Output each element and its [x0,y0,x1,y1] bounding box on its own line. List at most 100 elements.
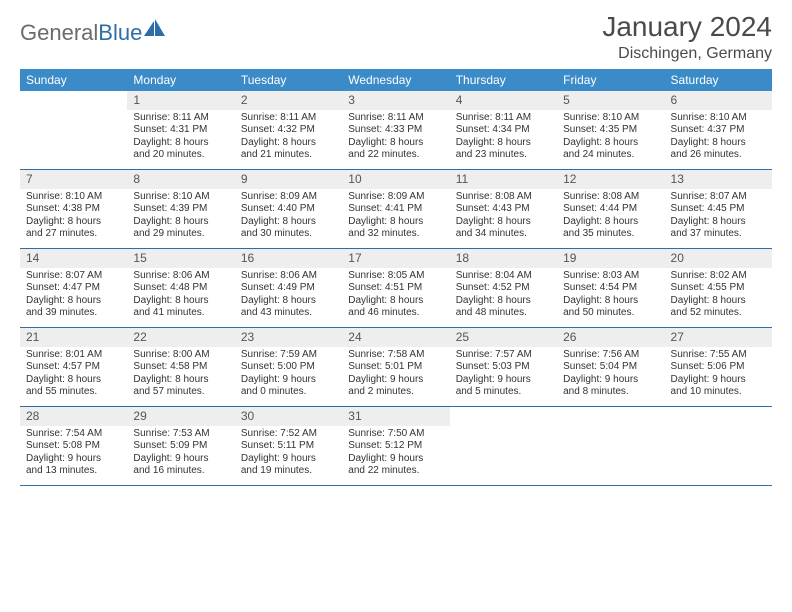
day-details: Sunrise: 8:11 AMSunset: 4:34 PMDaylight:… [450,110,557,166]
daylight-text: Daylight: 8 hours [26,374,121,387]
daylight-text: and 35 minutes. [563,228,658,241]
sunset-text: Sunset: 4:41 PM [348,203,443,216]
day-number: 23 [235,328,342,347]
daylight-text: Daylight: 8 hours [671,216,766,229]
day-details: Sunrise: 8:04 AMSunset: 4:52 PMDaylight:… [450,268,557,324]
calendar-day-cell: 7Sunrise: 8:10 AMSunset: 4:38 PMDaylight… [20,170,127,248]
daylight-text: and 24 minutes. [563,149,658,162]
sunset-text: Sunset: 5:09 PM [133,440,228,453]
sunrise-text: Sunrise: 8:04 AM [456,270,551,283]
sunrise-text: Sunrise: 8:10 AM [133,191,228,204]
sunset-text: Sunset: 4:52 PM [456,282,551,295]
daylight-text: and 41 minutes. [133,307,228,320]
calendar-day-cell: 5Sunrise: 8:10 AMSunset: 4:35 PMDaylight… [557,91,664,169]
day-number: 28 [20,407,127,426]
day-details: Sunrise: 8:09 AMSunset: 4:41 PMDaylight:… [342,189,449,245]
day-details: Sunrise: 8:06 AMSunset: 4:48 PMDaylight:… [127,268,234,324]
sunset-text: Sunset: 4:47 PM [26,282,121,295]
calendar-day-cell: 16Sunrise: 8:06 AMSunset: 4:49 PMDayligh… [235,249,342,327]
sunset-text: Sunset: 4:51 PM [348,282,443,295]
sunrise-text: Sunrise: 8:11 AM [241,112,336,125]
daylight-text: Daylight: 8 hours [348,137,443,150]
day-details: Sunrise: 7:57 AMSunset: 5:03 PMDaylight:… [450,347,557,403]
sunset-text: Sunset: 4:38 PM [26,203,121,216]
day-number: 20 [665,249,772,268]
title-block: January 2024 Dischingen, Germany [602,12,772,63]
day-number: 22 [127,328,234,347]
sunrise-text: Sunrise: 7:56 AM [563,349,658,362]
sunrise-text: Sunrise: 8:06 AM [133,270,228,283]
month-title: January 2024 [602,12,772,43]
sunset-text: Sunset: 5:11 PM [241,440,336,453]
daylight-text: and 0 minutes. [241,386,336,399]
sunrise-text: Sunrise: 8:08 AM [456,191,551,204]
sunset-text: Sunset: 4:44 PM [563,203,658,216]
day-number: 31 [342,407,449,426]
day-number: 26 [557,328,664,347]
calendar-day-cell: 29Sunrise: 7:53 AMSunset: 5:09 PMDayligh… [127,407,234,485]
day-details: Sunrise: 7:59 AMSunset: 5:00 PMDaylight:… [235,347,342,403]
calendar-day-cell [557,407,664,485]
daylight-text: and 50 minutes. [563,307,658,320]
daylight-text: and 22 minutes. [348,465,443,478]
day-details: Sunrise: 8:02 AMSunset: 4:55 PMDaylight:… [665,268,772,324]
calendar-day-cell: 31Sunrise: 7:50 AMSunset: 5:12 PMDayligh… [342,407,449,485]
day-number: 9 [235,170,342,189]
day-details: Sunrise: 7:53 AMSunset: 5:09 PMDaylight:… [127,426,234,482]
daylight-text: and 39 minutes. [26,307,121,320]
daylight-text: Daylight: 8 hours [563,295,658,308]
day-number: 19 [557,249,664,268]
brand-part2: Blue [98,20,142,46]
daylight-text: and 52 minutes. [671,307,766,320]
daylight-text: Daylight: 9 hours [241,374,336,387]
sunset-text: Sunset: 4:48 PM [133,282,228,295]
calendar-day-cell [450,407,557,485]
calendar-day-cell: 25Sunrise: 7:57 AMSunset: 5:03 PMDayligh… [450,328,557,406]
sunrise-text: Sunrise: 8:11 AM [348,112,443,125]
day-number: 8 [127,170,234,189]
calendar-day-cell: 20Sunrise: 8:02 AMSunset: 4:55 PMDayligh… [665,249,772,327]
calendar-day-cell: 10Sunrise: 8:09 AMSunset: 4:41 PMDayligh… [342,170,449,248]
daylight-text: and 43 minutes. [241,307,336,320]
day-details: Sunrise: 8:03 AMSunset: 4:54 PMDaylight:… [557,268,664,324]
daylight-text: and 57 minutes. [133,386,228,399]
daylight-text: and 8 minutes. [563,386,658,399]
daylight-text: Daylight: 9 hours [348,453,443,466]
sunrise-text: Sunrise: 7:59 AM [241,349,336,362]
weekday-header: Tuesday [235,69,342,91]
day-number: 12 [557,170,664,189]
day-number: 2 [235,91,342,110]
daylight-text: Daylight: 8 hours [26,295,121,308]
day-details: Sunrise: 8:05 AMSunset: 4:51 PMDaylight:… [342,268,449,324]
daylight-text: and 30 minutes. [241,228,336,241]
calendar-day-cell: 27Sunrise: 7:55 AMSunset: 5:06 PMDayligh… [665,328,772,406]
sunset-text: Sunset: 4:43 PM [456,203,551,216]
day-details: Sunrise: 8:11 AMSunset: 4:32 PMDaylight:… [235,110,342,166]
sunrise-text: Sunrise: 8:10 AM [671,112,766,125]
daylight-text: and 48 minutes. [456,307,551,320]
sunset-text: Sunset: 5:03 PM [456,361,551,374]
day-number: 15 [127,249,234,268]
daylight-text: Daylight: 9 hours [456,374,551,387]
day-details: Sunrise: 8:11 AMSunset: 4:31 PMDaylight:… [127,110,234,166]
day-details: Sunrise: 7:58 AMSunset: 5:01 PMDaylight:… [342,347,449,403]
sunrise-text: Sunrise: 7:52 AM [241,428,336,441]
weekday-header-row: Sunday Monday Tuesday Wednesday Thursday… [20,69,772,91]
day-details: Sunrise: 8:07 AMSunset: 4:45 PMDaylight:… [665,189,772,245]
day-number: 10 [342,170,449,189]
location-text: Dischingen, Germany [602,45,772,63]
weekday-header: Sunday [20,69,127,91]
daylight-text: and 29 minutes. [133,228,228,241]
sunset-text: Sunset: 4:34 PM [456,124,551,137]
daylight-text: and 55 minutes. [26,386,121,399]
daylight-text: Daylight: 9 hours [133,453,228,466]
sunset-text: Sunset: 5:12 PM [348,440,443,453]
sunset-text: Sunset: 4:39 PM [133,203,228,216]
sunrise-text: Sunrise: 7:54 AM [26,428,121,441]
weekday-header: Thursday [450,69,557,91]
daylight-text: Daylight: 8 hours [456,216,551,229]
daylight-text: Daylight: 8 hours [563,216,658,229]
day-number: 4 [450,91,557,110]
sunset-text: Sunset: 5:01 PM [348,361,443,374]
day-number: 1 [127,91,234,110]
